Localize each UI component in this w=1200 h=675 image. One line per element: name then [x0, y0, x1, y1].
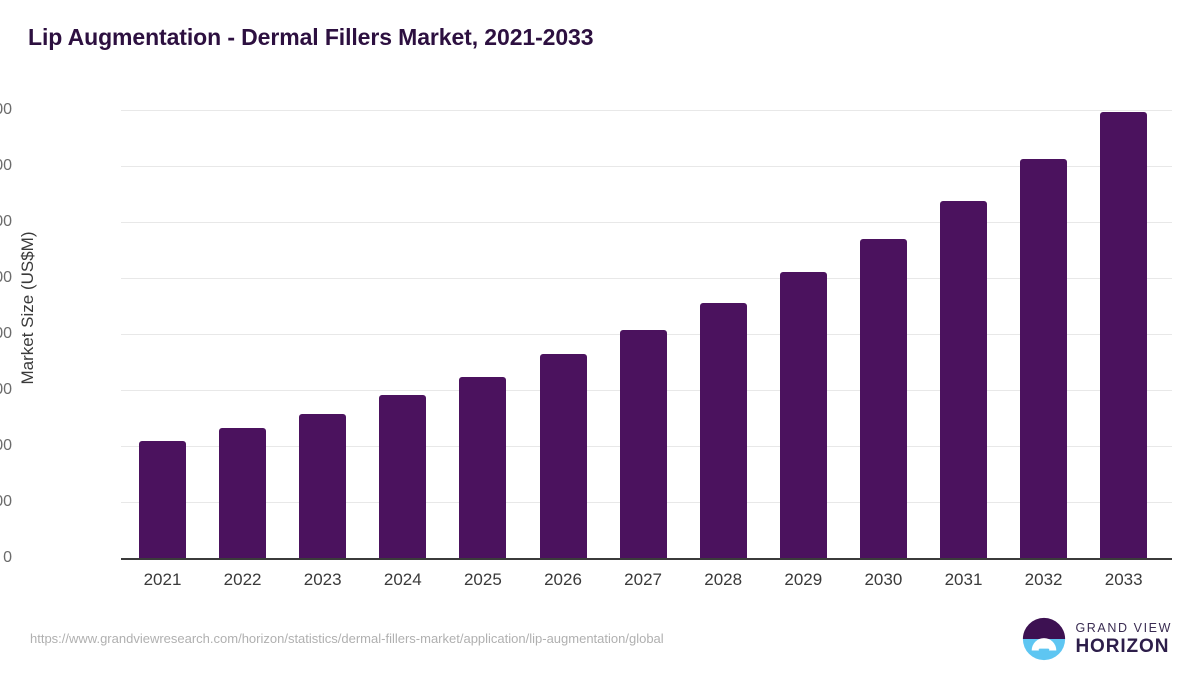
logo-text: GRAND VIEW HORIZON: [1075, 622, 1172, 657]
bar-2023[interactable]: [299, 413, 347, 558]
bar-2022[interactable]: [219, 428, 267, 558]
y-axis-title: Market Size (US$M): [18, 231, 37, 385]
y-tick-label: 1000: [0, 437, 12, 454]
bar-2029[interactable]: [779, 272, 827, 558]
gridline: [121, 222, 1172, 223]
bar-2021[interactable]: [139, 440, 186, 558]
logo-text-line2: HORIZON: [1075, 636, 1170, 658]
x-tick-label-2021: 2021: [143, 570, 182, 589]
bar-2032[interactable]: [1020, 159, 1068, 558]
x-tick-label-2033: 2033: [1104, 570, 1143, 589]
brand-logo[interactable]: GRAND VIEW HORIZON: [1022, 617, 1172, 661]
x-tick-label-2026: 2026: [544, 570, 582, 589]
bar-2027[interactable]: [619, 329, 667, 558]
y-tick-label: 3000: [0, 213, 12, 230]
y-tick-label: 0: [3, 549, 12, 566]
x-tick-label-2023: 2023: [303, 570, 342, 589]
x-tick-label-2027: 2027: [624, 570, 662, 589]
y-tick-label: 2500: [0, 269, 12, 286]
x-tick-label-2028: 2028: [704, 570, 743, 589]
x-tick-label-2030: 2030: [864, 570, 903, 589]
grand-view-horizon-logo-mark-icon: [1023, 617, 1066, 661]
gridline: [121, 166, 1172, 167]
bar-2030[interactable]: [859, 238, 907, 558]
y-tick-label: 500: [0, 493, 12, 510]
x-tick-label-2032: 2032: [1024, 570, 1063, 589]
source-url[interactable]: https://www.grandviewresearch.com/horizo…: [30, 631, 664, 646]
x-tick-label-2025: 2025: [463, 570, 502, 589]
bar-2026[interactable]: [539, 354, 587, 558]
y-tick-label: 1500: [0, 381, 12, 398]
gridline: [121, 278, 1172, 279]
plot-area: [121, 110, 1172, 558]
x-tick-label-2024: 2024: [383, 570, 422, 589]
bar-2025[interactable]: [459, 376, 507, 558]
gridline: [121, 110, 1172, 111]
bar-2024[interactable]: [379, 395, 427, 558]
y-tick-label: 3500: [0, 157, 12, 174]
bar-2031[interactable]: [940, 200, 987, 558]
x-axis-line: [121, 558, 1172, 560]
logo-text-line1: GRAND VIEW: [1075, 620, 1172, 635]
y-tick-label: 2000: [0, 325, 12, 342]
x-tick-label-2022: 2022: [223, 570, 262, 589]
bar-2033[interactable]: [1100, 112, 1148, 558]
page-title: Lip Augmentation - Dermal Fillers Market…: [28, 24, 594, 50]
x-tick-label-2029: 2029: [784, 570, 823, 589]
bar-2028[interactable]: [699, 302, 747, 558]
x-tick-label-2031: 2031: [944, 570, 983, 589]
y-tick-label: 4000: [0, 101, 12, 118]
